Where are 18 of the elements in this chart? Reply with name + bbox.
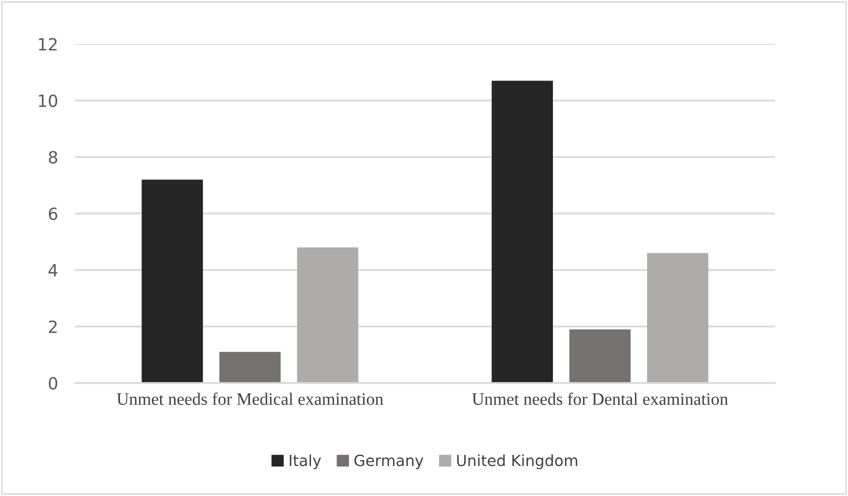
legend-label: United Kingdom <box>457 454 578 470</box>
y-tick-label: 12 <box>38 38 57 50</box>
y-tick-label: 6 <box>48 207 58 220</box>
y-tick-label: 4 <box>48 264 58 276</box>
bar <box>142 180 203 383</box>
x-tick-label: Unmet needs for Medical examination <box>116 392 384 405</box>
bar <box>297 247 358 383</box>
y-tick-label: 2 <box>48 320 57 333</box>
bar <box>219 352 281 383</box>
legend-label: Germany <box>354 454 424 470</box>
legend-label: Italy <box>290 454 322 470</box>
y-tick-label: 8 <box>48 150 58 164</box>
y-tick-label: 0 <box>48 376 58 390</box>
bar <box>647 253 708 383</box>
bar <box>492 80 553 383</box>
y-tick-label: 10 <box>38 94 58 108</box>
x-tick-label: Unmet needs for Dental examination <box>472 392 728 405</box>
bar <box>569 329 631 383</box>
